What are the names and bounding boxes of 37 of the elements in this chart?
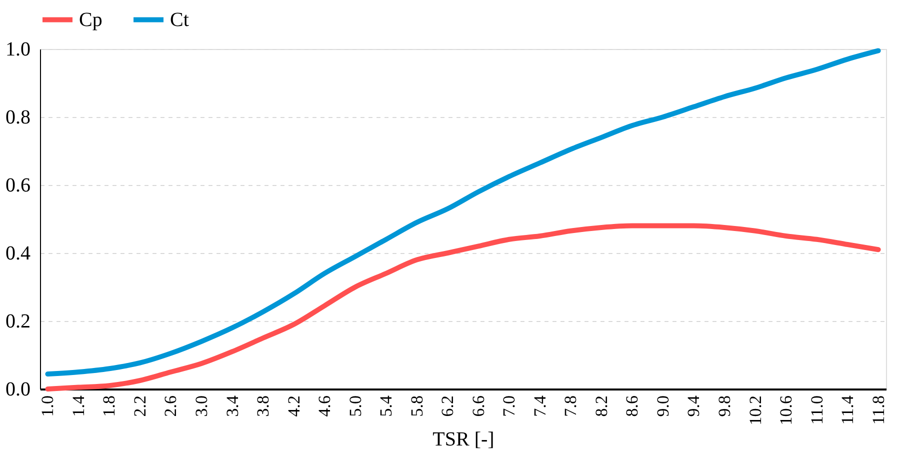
y-tick-label: 0.0 [6, 378, 30, 400]
x-tick-label: 3.8 [254, 396, 273, 417]
x-tick-label: 9.0 [653, 396, 672, 417]
x-tick-label: 4.2 [284, 396, 304, 417]
x-tick-label: 1.8 [100, 396, 119, 417]
x-axis-title: TSR [-] [432, 428, 494, 450]
x-tick-label: 6.6 [468, 396, 488, 417]
x-tick-label: 1.0 [38, 396, 58, 417]
x-tick-label: 6.2 [438, 396, 458, 417]
x-tick-label: 4.6 [315, 396, 334, 417]
y-tick-label: 1.0 [6, 38, 30, 60]
x-tick-label: 8.2 [592, 396, 611, 417]
x-tick-label: 2.6 [161, 396, 180, 417]
legend-label: Ct [170, 8, 190, 31]
x-tick-label: 5.0 [346, 396, 365, 417]
x-tick-label: 5.8 [407, 396, 426, 417]
y-tick-label: 0.8 [6, 106, 30, 128]
x-tick-label: 11.4 [838, 395, 858, 425]
x-tick-label: 7.8 [561, 396, 580, 417]
y-tick-label: 0.2 [6, 310, 30, 332]
x-tick-label: 11.8 [868, 396, 888, 425]
x-tick-label: 3.4 [222, 395, 242, 417]
x-tick-label: 8.6 [622, 396, 642, 417]
x-tick-label: 2.2 [130, 396, 150, 417]
x-tick-label: 3.0 [192, 396, 212, 417]
x-tick-label: 7.0 [500, 396, 519, 417]
y-tick-label: 0.6 [6, 174, 30, 196]
x-tick-label: 10.2 [746, 396, 765, 426]
y-tick-label: 0.4 [6, 242, 30, 264]
x-tick-label: 5.4 [376, 395, 396, 417]
x-tick-label: 11.0 [807, 396, 826, 425]
x-tick-label: 9.4 [684, 395, 704, 417]
x-tick-label: 10.6 [776, 396, 796, 426]
x-tick-label: 7.4 [530, 395, 550, 417]
legend-label: Cp [79, 8, 102, 31]
x-tick-label: 1.4 [68, 395, 88, 417]
x-tick-label: 9.8 [714, 396, 734, 417]
